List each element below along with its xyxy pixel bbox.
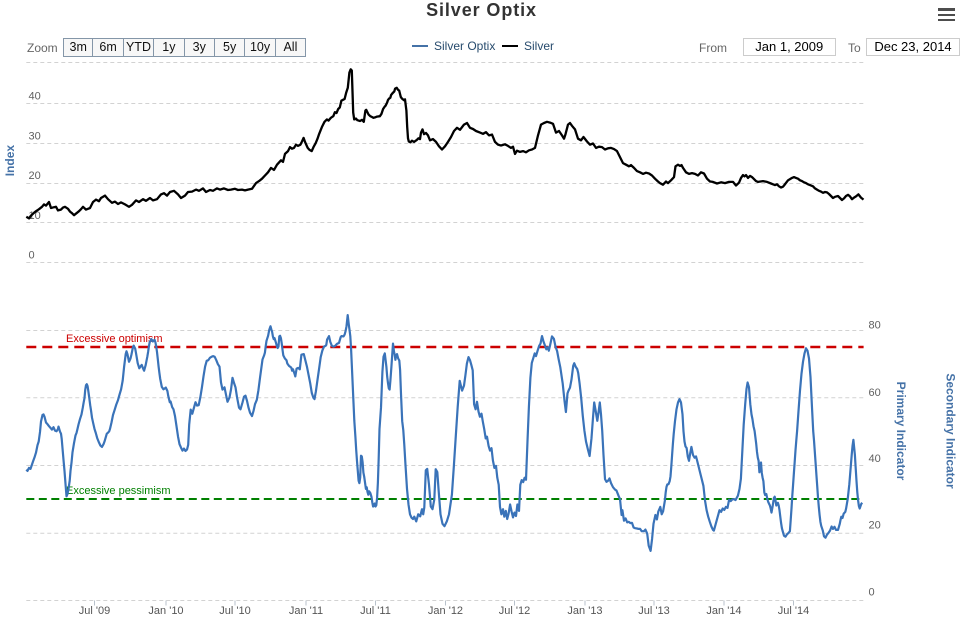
svg-text:20: 20 [869,520,881,532]
svg-text:60: 60 [869,387,881,399]
svg-text:Jan '11: Jan '11 [289,605,323,617]
svg-text:Jul '11: Jul '11 [360,605,391,617]
svg-text:Excessive pessimism: Excessive pessimism [66,485,171,497]
svg-text:30: 30 [29,130,41,142]
svg-text:Jan '13: Jan '13 [567,605,602,617]
svg-text:Jul '12: Jul '12 [499,605,530,617]
svg-text:Excessive optimism: Excessive optimism [66,333,163,345]
svg-text:80: 80 [869,320,881,332]
svg-text:Jul '09: Jul '09 [79,605,110,617]
svg-text:Jul '10: Jul '10 [219,605,250,617]
svg-text:0: 0 [869,587,875,599]
svg-text:Secondary Indicator: Secondary Indicator [944,373,958,489]
svg-text:10: 10 [29,210,41,222]
svg-text:20: 20 [29,170,41,182]
svg-text:Jan '12: Jan '12 [428,605,463,617]
svg-text:Jan '14: Jan '14 [706,605,741,617]
svg-text:Jul '13: Jul '13 [638,605,669,617]
svg-text:0: 0 [29,249,35,261]
svg-text:Primary Indicator: Primary Indicator [894,382,908,481]
svg-text:40: 40 [869,453,881,465]
svg-text:Jan '10: Jan '10 [148,605,183,617]
svg-text:40: 40 [29,91,41,103]
svg-text:Jul '14: Jul '14 [778,605,809,617]
svg-text:Index: Index [3,145,17,177]
